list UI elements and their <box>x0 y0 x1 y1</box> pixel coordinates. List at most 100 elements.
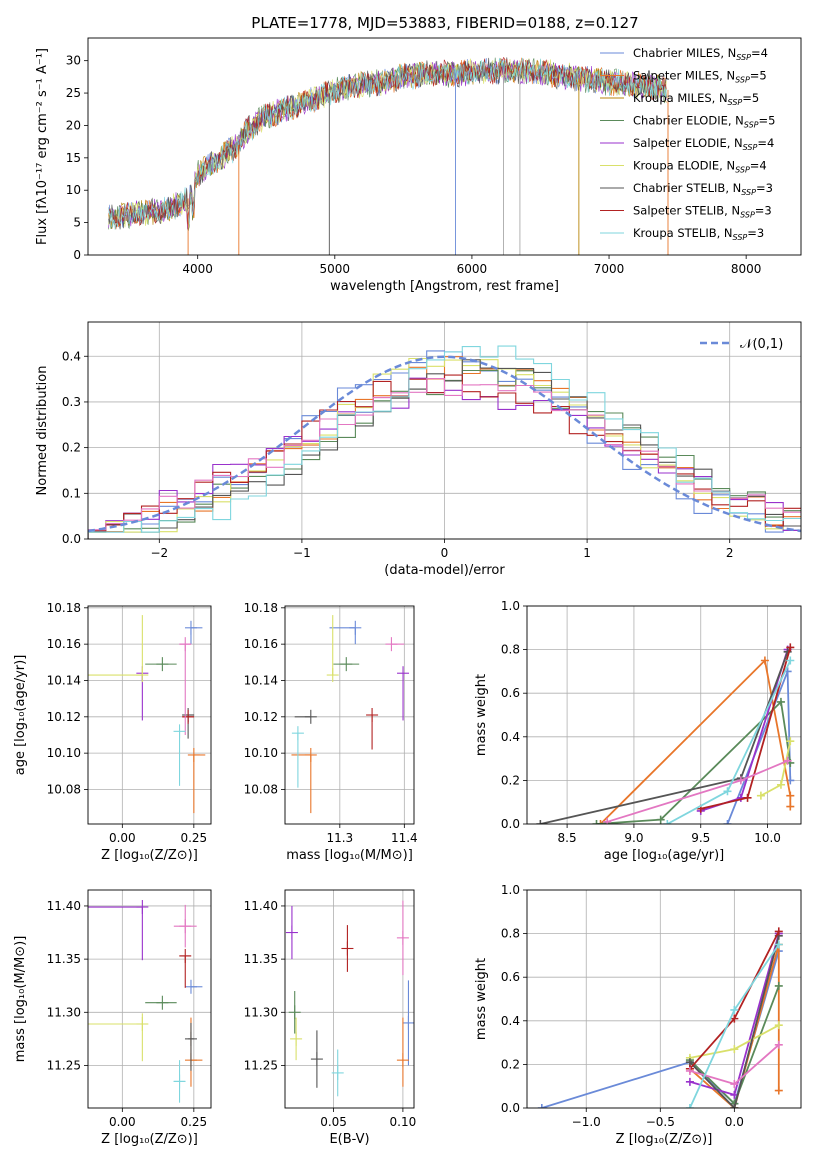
data-point-chabrier_stelib <box>310 1030 323 1088</box>
y-tick-label: 0.4 <box>62 349 81 363</box>
y-tick-label: 0.0 <box>501 817 520 831</box>
weight-marker <box>730 1005 739 1014</box>
y-tick-label: 0.2 <box>501 773 520 787</box>
data-point-salpeter_elodie <box>285 905 298 960</box>
y-tick-label: 10.18 <box>47 601 81 615</box>
x-tick-label: 0 <box>441 546 449 560</box>
x-tick-label: 0.25 <box>180 1115 207 1129</box>
weight-series-salpeter_miles <box>596 656 795 824</box>
x-axis-label: E(B-V) <box>329 1132 369 1147</box>
weight-marker <box>730 1104 739 1108</box>
y-tick-label: 11.25 <box>244 1058 278 1072</box>
weight-marker <box>774 981 783 990</box>
grid-lines <box>88 890 211 1108</box>
legend-sub: SSP <box>741 188 756 197</box>
legend-label: Kroupa STELIB, N <box>633 226 733 240</box>
plot-area <box>291 615 410 814</box>
legend-sub: SSP <box>733 233 748 242</box>
x-tick-label: 9.0 <box>624 831 643 845</box>
legend: 𝒩(0,1) <box>700 337 783 352</box>
x-tick-label: 9.5 <box>691 831 710 845</box>
y-axis-label: Flux [fλ10⁻¹⁷ erg cm⁻² s⁻¹ A⁻¹] <box>35 48 50 245</box>
y-tick-label: 0.0 <box>501 1101 520 1115</box>
weight-marker <box>760 656 769 665</box>
y-tick-label: 11.35 <box>47 952 81 966</box>
legend-label: Chabrier ELODIE, N <box>633 114 744 128</box>
x-tick-label: 1 <box>583 546 591 560</box>
axes-frame <box>526 605 802 825</box>
legend-tail: =3 <box>756 181 773 195</box>
weight-marker <box>656 815 665 824</box>
weight-marker <box>536 820 545 824</box>
legend-tail: =4 <box>750 159 767 173</box>
plot-area <box>108 57 669 255</box>
weight-series-kroupa_stelib <box>663 656 795 824</box>
legend-sub: SSP <box>736 53 751 62</box>
x-axis-label: wavelength [Angstrom, rest frame] <box>330 279 559 294</box>
weight-line <box>599 658 792 824</box>
y-tick-label: 20 <box>66 118 81 132</box>
data-point-kroupa_elodie <box>326 615 339 683</box>
chart-weight_vs_age: 8.5 9.0 9.5 10.0 0.0 0.2 0.4 0.6 0.8 1.0 age [log₁… <box>474 599 802 863</box>
weight-marker <box>592 820 601 824</box>
y-axis-label: mass weight <box>474 674 489 756</box>
data-point-chabrier_stelib <box>184 1022 197 1071</box>
weight-series-salpeter_stelib <box>685 927 783 1073</box>
plot-area <box>537 927 783 1108</box>
weight-marker <box>786 737 795 746</box>
y-tick-label: 1.0 <box>501 883 520 897</box>
axes-frame <box>87 321 802 540</box>
weight-marker <box>774 940 783 949</box>
y-tick-label: 10.12 <box>47 710 81 724</box>
y-tick-label: 25 <box>66 86 81 100</box>
legend-sub: SSP <box>743 143 758 152</box>
y-tick-label: 11.40 <box>47 899 81 913</box>
data-point-kroupa_stelib <box>173 1060 186 1103</box>
y-tick-label: 1.0 <box>501 599 520 613</box>
y-tick-label: 10.10 <box>244 746 278 760</box>
weight-marker <box>663 820 672 824</box>
legend-sub: SSP <box>735 166 750 175</box>
axes-frame <box>526 889 802 1109</box>
weight-marker <box>786 802 795 811</box>
y-tick-label: 11.30 <box>47 1005 81 1019</box>
x-axis-label: Z [log₁₀(Z/Z⊙)] <box>101 1132 198 1147</box>
legend-tail: =3 <box>755 204 772 218</box>
y-tick-label: 10 <box>66 183 81 197</box>
axes-frame <box>87 37 802 256</box>
x-tick-label: −1 <box>293 546 311 560</box>
data-point-kroupa_elodie <box>88 615 149 683</box>
histogram-kroupa_stelib <box>88 345 801 539</box>
weight-marker <box>736 776 745 785</box>
y-tick-label: 10.10 <box>47 746 81 760</box>
grid-lines <box>285 606 414 824</box>
weight-marker <box>786 656 795 665</box>
data-point-kroupa_stelib <box>173 724 186 786</box>
x-tick-label: 8.5 <box>558 831 577 845</box>
plot-area <box>88 345 801 539</box>
x-tick-label: 4000 <box>182 262 213 276</box>
weight-marker <box>596 820 605 824</box>
data-point-salpeter_elodie <box>88 900 149 961</box>
data-point-chabrier_stelib <box>294 709 317 724</box>
weight-series-kroupa_elodie <box>756 737 795 800</box>
weight-marker <box>537 1104 546 1108</box>
x-axis-label: mass [log₁₀(M/M⊙)] <box>286 848 413 863</box>
grid-lines <box>527 605 801 825</box>
legend-sub: SSP <box>735 76 750 85</box>
data-point-kroupa_elodie <box>88 1013 149 1062</box>
weight-marker <box>603 817 612 824</box>
legend-label: Chabrier STELIB, N <box>633 181 741 195</box>
x-tick-label: 0.05 <box>320 1115 347 1129</box>
y-tick-label: 0.3 <box>62 395 81 409</box>
y-tick-label: 0.8 <box>501 927 520 941</box>
weight-marker <box>723 787 732 796</box>
weight-line <box>596 700 792 824</box>
grid-lines <box>285 890 414 1108</box>
y-tick-label: 0.2 <box>62 441 81 455</box>
data-point-chabrier_elodie <box>145 657 177 672</box>
plot-area <box>88 615 206 814</box>
legend-entry: Salpeter ELODIE, NSSP=4 <box>633 136 774 152</box>
y-tick-label: 11.35 <box>244 952 278 966</box>
